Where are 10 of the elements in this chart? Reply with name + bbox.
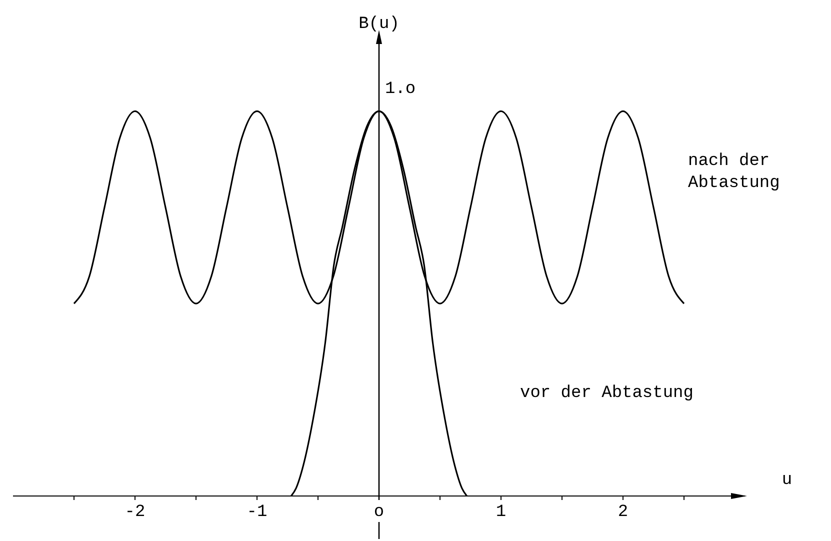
x-tick-label: -1: [246, 503, 268, 522]
text: nach der Abtastung: [688, 152, 780, 193]
text: vor der Abtastung: [520, 384, 694, 403]
x-tick-label: o: [374, 503, 384, 522]
x-tick-label: 2: [618, 503, 628, 522]
y-axis-title: B(u): [358, 15, 400, 34]
annotation: 1.o: [385, 80, 416, 100]
x-tick-label: -2: [124, 503, 146, 522]
x-axis-title: u: [782, 471, 792, 490]
x-tick-label: 1: [496, 503, 506, 522]
